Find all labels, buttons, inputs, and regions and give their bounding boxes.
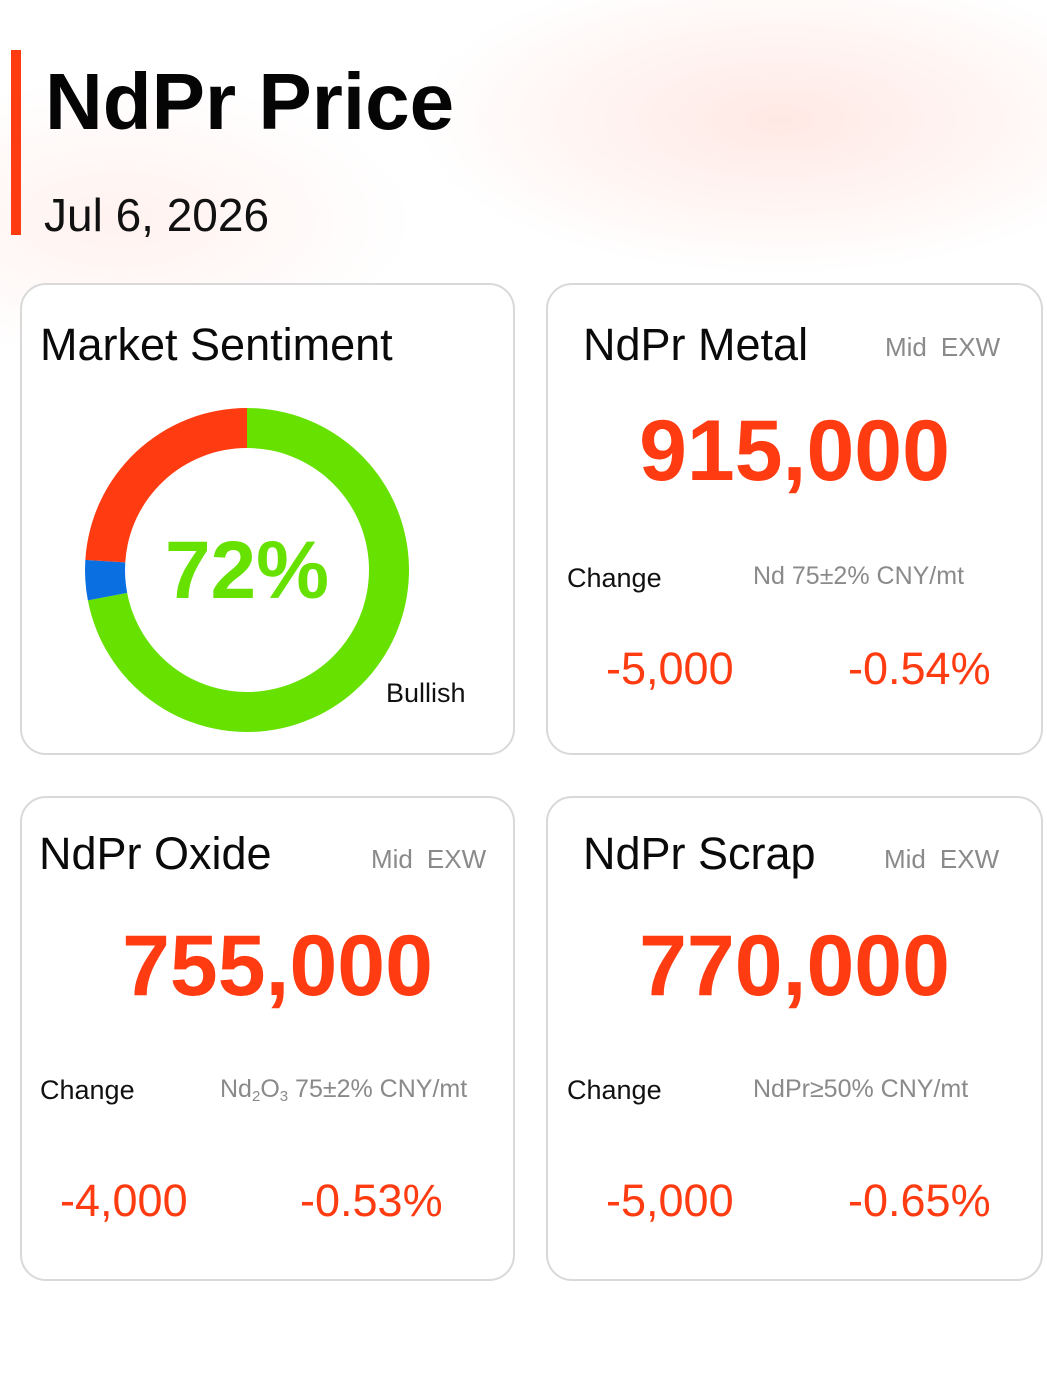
scrap-spec: NdPr≥50% CNY/mt <box>753 1075 969 1103</box>
ndpr-oxide-title: NdPr Oxide <box>39 828 272 879</box>
metal-change-absolute: -5,000 <box>606 643 734 694</box>
page-date: Jul 6, 2026 <box>44 189 270 241</box>
sentiment-percent: 72% <box>164 525 330 616</box>
metal-basis-exw: EXW <box>940 332 1001 362</box>
scrap-change-percent: -0.65% <box>848 1175 991 1226</box>
header-accent-bar <box>11 50 21 235</box>
scrap-basis-mid: Mid <box>884 844 926 874</box>
oxide-spec-rest: 75±2% CNY/mt <box>288 1075 468 1103</box>
sentiment-label: Bullish <box>386 678 466 708</box>
scrap-change-label: Change <box>567 1075 662 1105</box>
donut-segment-bearish <box>85 408 247 563</box>
ndpr-scrap-title: NdPr Scrap <box>583 828 816 879</box>
metal-change-label: Change <box>567 563 662 593</box>
metal-price: 915,000 <box>639 403 950 499</box>
oxide-price-basis: Mid EXW <box>371 844 486 874</box>
oxide-basis-mid: Mid <box>371 844 413 874</box>
donut-segment-neutral <box>85 559 128 601</box>
ndpr-metal-card[interactable]: NdPr Metal Mid EXW 915,000 Change Nd 75±2… <box>546 283 1043 755</box>
oxide-change-percent: -0.53% <box>300 1175 443 1226</box>
metal-basis-mid: Mid <box>885 332 927 362</box>
scrap-price: 770,000 <box>639 918 950 1014</box>
scrap-change-absolute: -5,000 <box>606 1175 734 1226</box>
oxide-change-absolute: -4,000 <box>60 1175 188 1226</box>
scrap-basis-exw: EXW <box>939 844 1000 874</box>
page-header: NdPr Price Jul 6, 2026 <box>0 0 1047 260</box>
metal-spec: Nd 75±2% CNY/mt <box>753 562 965 590</box>
ndpr-metal-title: NdPr Metal <box>583 319 809 370</box>
oxide-basis-exw: EXW <box>426 844 487 874</box>
ndpr-oxide-card[interactable]: NdPr Oxide Mid EXW 755,000 Change Nd2O3 7… <box>20 796 515 1281</box>
sentiment-donut-chart <box>85 408 409 732</box>
oxide-spec-sub-3: 3 <box>279 1088 289 1105</box>
ndpr-scrap-card[interactable]: NdPr Scrap Mid EXW 770,000 Change NdPr≥50… <box>546 796 1043 1281</box>
page-title: NdPr Price <box>45 57 455 146</box>
metal-price-basis: Mid EXW <box>885 332 1000 362</box>
oxide-spec-sub-2: 2 <box>251 1088 261 1105</box>
oxide-spec-nd: Nd <box>220 1075 252 1103</box>
oxide-spec-o: O <box>260 1075 280 1103</box>
oxide-change-label: Change <box>40 1075 135 1105</box>
oxide-price: 755,000 <box>122 918 433 1014</box>
oxide-spec: Nd2O3 75±2% CNY/mt <box>220 1074 467 1104</box>
market-sentiment-title: Market Sentiment <box>40 319 393 370</box>
market-sentiment-card[interactable]: Market Sentiment 72% Bullish <box>20 283 515 755</box>
metal-change-percent: -0.54% <box>848 643 991 694</box>
scrap-price-basis: Mid EXW <box>884 844 999 874</box>
